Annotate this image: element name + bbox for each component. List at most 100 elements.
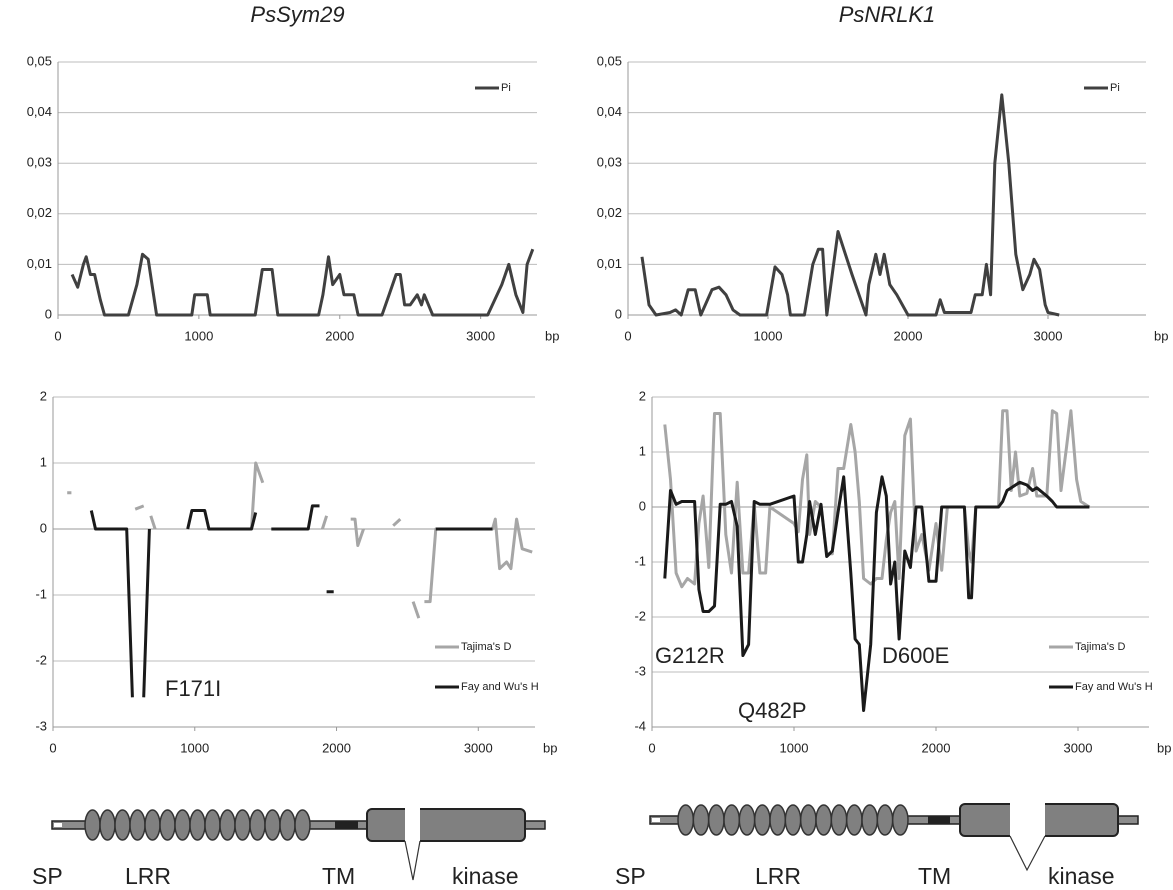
lrr-repeat — [144, 809, 161, 841]
lrr-repeat — [815, 804, 833, 836]
lrr-repeat — [830, 804, 848, 836]
y-tick-label: 1 — [40, 454, 47, 469]
x-tick-label: 3000 — [466, 328, 495, 343]
y-tick-label: -1 — [35, 586, 47, 601]
domain-label: kinase — [452, 863, 518, 889]
lrr-repeat — [204, 809, 221, 841]
lrr-repeat — [279, 809, 296, 841]
series-line — [89, 504, 493, 698]
lrr-repeat — [723, 804, 741, 836]
x-tick-label: 3000 — [1034, 328, 1063, 343]
signal-peptide — [54, 823, 62, 827]
y-tick-label: 0,02 — [27, 205, 52, 220]
x-tick-label: 0 — [54, 328, 61, 343]
lrr-repeat — [784, 804, 802, 836]
lrr-repeat — [219, 809, 236, 841]
y-tick-label: 0,04 — [597, 104, 622, 119]
y-tick-label: 2 — [639, 388, 646, 403]
annotation: D600E — [882, 643, 949, 668]
legend-label: Tajima's D — [461, 641, 511, 653]
lrr-repeat — [234, 809, 251, 841]
x-tick-label: 3000 — [464, 740, 493, 755]
series-line — [67, 461, 533, 619]
kinase-gap — [405, 807, 420, 843]
y-tick-label: -2 — [634, 608, 646, 623]
lrr-repeat — [799, 804, 817, 836]
y-tick-label: -1 — [634, 553, 646, 568]
x-tick-label: 1000 — [180, 740, 209, 755]
tm-domain — [335, 821, 358, 829]
lrr-repeat — [99, 809, 116, 841]
y-tick-label: 0,04 — [27, 104, 52, 119]
x-axis-label: bp — [543, 740, 557, 755]
x-tick-label: 1000 — [754, 328, 783, 343]
domain-label: SP — [32, 863, 63, 889]
lrr-repeat — [129, 809, 146, 841]
lrr-repeat — [738, 804, 756, 836]
y-tick-label: -3 — [35, 718, 47, 733]
lrr-repeat — [692, 804, 710, 836]
y-tick-label: 0,02 — [597, 205, 622, 220]
lrr-repeat — [159, 809, 176, 841]
annotation: G212R — [655, 643, 725, 668]
annotation: F171I — [165, 676, 221, 701]
series-line — [70, 248, 535, 317]
y-tick-label: 0 — [40, 520, 47, 535]
y-tick-label: 0,05 — [27, 53, 52, 68]
domain-label: TM — [918, 863, 951, 889]
x-tick-label: 3000 — [1064, 740, 1093, 755]
lrr-repeat — [189, 809, 206, 841]
x-tick-label: 0 — [49, 740, 56, 755]
x-tick-label: 1000 — [184, 328, 213, 343]
domain-label: kinase — [1048, 863, 1114, 889]
legend-label: Fay and Wu's H — [1075, 681, 1153, 693]
y-tick-label: 0,03 — [27, 155, 52, 170]
y-tick-label: -3 — [634, 663, 646, 678]
lrr-repeat — [677, 804, 695, 836]
x-axis-label: bp — [1157, 740, 1171, 755]
y-tick-label: -4 — [634, 718, 646, 733]
chart-title: PsSym29 — [250, 2, 344, 27]
y-tick-label: 0,03 — [597, 155, 622, 170]
series-line — [640, 93, 1060, 317]
x-tick-label: 2000 — [325, 328, 354, 343]
y-tick-label: 0 — [45, 306, 52, 321]
lrr-repeat — [891, 804, 909, 836]
x-axis-label: bp — [1154, 328, 1168, 343]
x-axis-label: bp — [545, 328, 559, 343]
domain-label: LRR — [755, 863, 801, 889]
domain-label: TM — [322, 863, 355, 889]
y-tick-label: 1 — [639, 443, 646, 458]
lrr-repeat — [114, 809, 131, 841]
legend-label: Tajima's D — [1075, 641, 1125, 653]
lrr-repeat — [264, 809, 281, 841]
x-tick-label: 2000 — [322, 740, 351, 755]
lrr-repeat — [84, 809, 101, 841]
legend-label: Pi — [1110, 82, 1120, 94]
splice-link — [404, 840, 421, 881]
x-tick-label: 0 — [648, 740, 655, 755]
lrr-repeat — [845, 804, 863, 836]
y-tick-label: 0,05 — [597, 53, 622, 68]
series-line — [663, 475, 1090, 712]
annotation: Q482P — [738, 698, 807, 723]
lrr-repeat — [174, 809, 191, 841]
kinase-gap — [1010, 802, 1045, 838]
y-tick-label: 0,01 — [597, 256, 622, 271]
legend-label: Fay and Wu's H — [461, 681, 539, 693]
x-tick-label: 0 — [624, 328, 631, 343]
domain-label: LRR — [125, 863, 171, 889]
legend-label: Pi — [501, 82, 511, 94]
y-tick-label: -2 — [35, 652, 47, 667]
x-tick-label: 1000 — [780, 740, 809, 755]
x-tick-label: 2000 — [894, 328, 923, 343]
y-tick-label: 0 — [639, 498, 646, 513]
lrr-repeat — [861, 804, 879, 836]
lrr-repeat — [707, 804, 725, 836]
signal-peptide — [652, 818, 660, 822]
lrr-repeat — [769, 804, 787, 836]
tm-domain — [928, 816, 950, 824]
lrr-repeat — [876, 804, 894, 836]
y-tick-label: 2 — [40, 388, 47, 403]
